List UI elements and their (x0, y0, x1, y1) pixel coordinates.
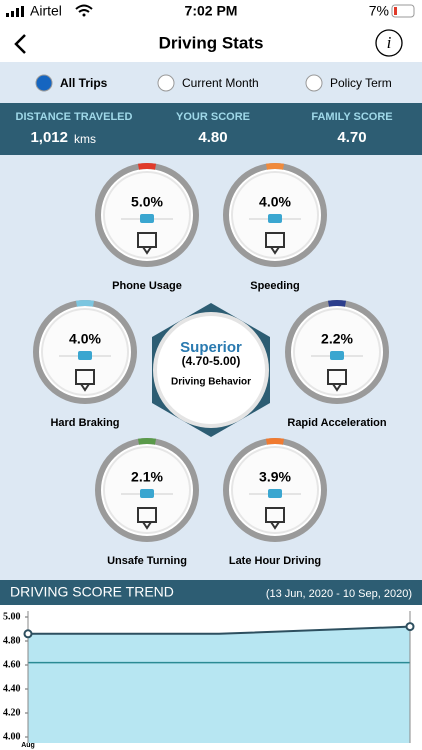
tab-label[interactable]: Policy Term (330, 76, 392, 90)
trend-period: (13 Jun, 2020 - 10 Sep, 2020) (266, 588, 412, 600)
metric-arc (327, 300, 347, 307)
info-glyph: i (387, 33, 392, 52)
metric-icon (265, 232, 285, 255)
trend-area (28, 626, 410, 743)
metric-value: 5.0% (131, 194, 163, 210)
y-tick-label: 5.00 (3, 611, 21, 622)
trend-point (405, 622, 415, 632)
top-bar (0, 0, 422, 62)
metric-arc (75, 300, 95, 307)
summary-value: 4.70 (337, 129, 366, 146)
behavior-rating: Superior (180, 339, 242, 356)
metric-icon (75, 369, 95, 392)
metric-name: Speeding (250, 280, 300, 292)
signal-icon (6, 6, 24, 17)
tab-radio[interactable] (157, 74, 175, 92)
summary-value: 1,012 (30, 129, 68, 146)
metric-value: 4.0% (69, 331, 101, 347)
tab-label[interactable]: All Trips (60, 76, 108, 90)
tab-label[interactable]: Current Month (182, 76, 259, 90)
y-tick-label: 4.00 (3, 731, 21, 742)
metric-icon (137, 232, 157, 255)
behavior-label: Driving Behavior (171, 377, 251, 388)
metric-name: Late Hour Driving (229, 555, 321, 567)
summary-value: 4.80 (198, 129, 227, 146)
metric-icon (137, 507, 157, 530)
clock: 7:02 PM (185, 3, 238, 19)
behavior-circle (153, 312, 269, 428)
behavior-range: (4.70-5.00) (182, 354, 241, 368)
y-tick-label: 4.60 (3, 659, 21, 670)
metric-value: 2.2% (321, 331, 353, 347)
y-tick-label: 4.80 (3, 635, 21, 646)
metric-value: 4.0% (259, 194, 291, 210)
page-title: Driving Stats (159, 33, 264, 52)
battery-level: 7% (369, 3, 389, 19)
y-tick-label: 4.20 (3, 707, 21, 718)
y-tick-label: 4.40 (3, 683, 21, 694)
wifi-dot (82, 13, 86, 17)
comment-icon (268, 214, 282, 223)
comment-icon (140, 489, 154, 498)
carrier: Airtel (30, 3, 62, 19)
trend-line (28, 625, 411, 635)
summary-unit: kms (74, 132, 96, 146)
comment-icon (78, 351, 92, 360)
metric-value: 3.9% (259, 469, 291, 485)
metric-icon (327, 369, 347, 392)
metric-arc (137, 438, 157, 445)
battery-icon (391, 4, 415, 18)
metric-arc (265, 438, 285, 445)
metric-name: Unsafe Turning (107, 555, 187, 567)
info-button[interactable] (375, 29, 403, 57)
comment-icon (140, 214, 154, 223)
tab-radio[interactable] (35, 74, 53, 92)
summary-label: YOUR SCORE (176, 111, 250, 123)
metric-arc (265, 163, 285, 170)
metric-name: Hard Braking (50, 417, 119, 429)
metric-arc (137, 163, 157, 170)
tab-radio[interactable] (305, 74, 323, 92)
trend-title: DRIVING SCORE TREND (10, 584, 174, 600)
comment-icon (330, 351, 344, 360)
back-button[interactable] (14, 34, 26, 54)
metric-name: Phone Usage (112, 280, 182, 292)
comment-icon (268, 489, 282, 498)
summary-label: FAMILY SCORE (311, 111, 392, 123)
summary-label: DISTANCE TRAVELED (16, 111, 133, 123)
battery-fill (394, 7, 397, 15)
x-tick-label: Aug (21, 742, 35, 749)
trend-header (0, 580, 422, 605)
wifi-icon (75, 4, 93, 13)
metric-icon (265, 507, 285, 530)
summary-band (0, 103, 422, 155)
metric-value: 2.1% (131, 469, 163, 485)
metric-name: Rapid Acceleration (287, 417, 387, 429)
trend-point (23, 629, 33, 639)
